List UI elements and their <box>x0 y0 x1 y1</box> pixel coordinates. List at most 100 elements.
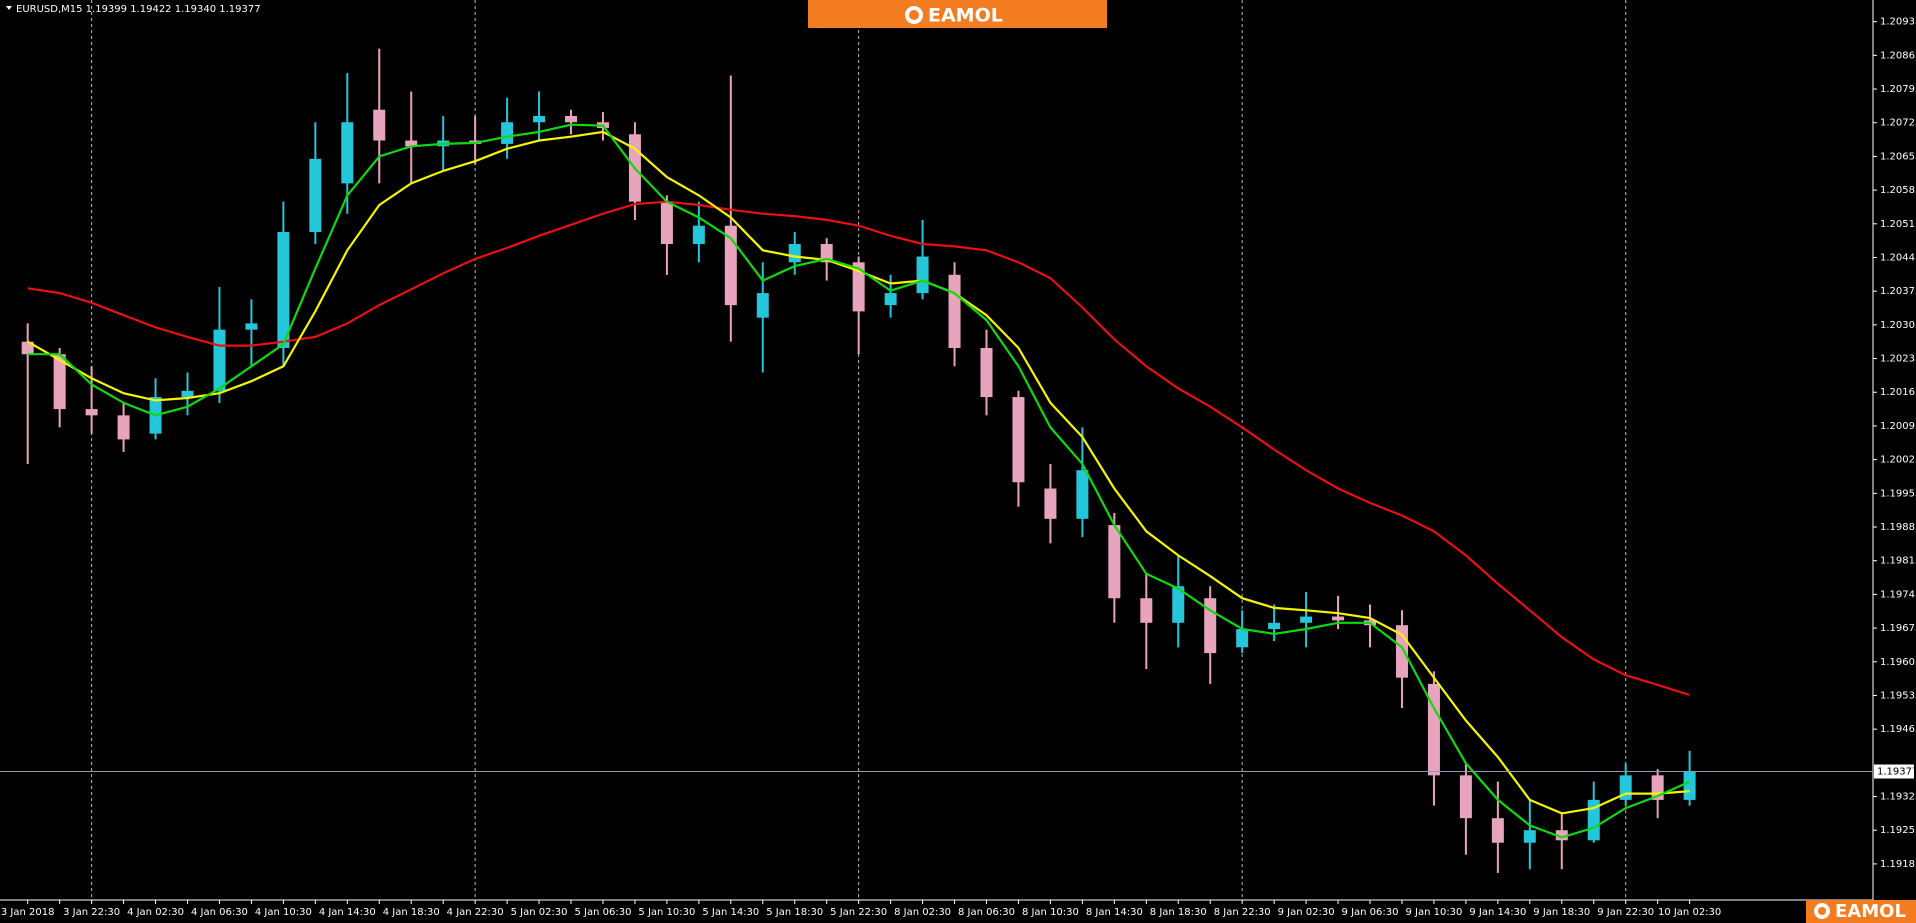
x-tick-label: 8 Jan 02:30 <box>894 907 951 918</box>
candle-body <box>117 415 130 440</box>
y-tick-label: 1.20515 <box>1880 219 1916 230</box>
candle-body <box>21 341 34 355</box>
x-tick-label: 4 Jan 14:30 <box>319 907 376 918</box>
y-tick-label: 1.20865 <box>1880 50 1916 61</box>
y-tick-label: 1.20445 <box>1880 252 1916 263</box>
x-tick-label: 5 Jan 06:30 <box>575 907 632 918</box>
last-price-label: 1.19377 <box>1877 766 1916 777</box>
candle-body <box>660 201 673 245</box>
candle-body <box>309 158 322 232</box>
x-tick-label: 8 Jan 06:30 <box>958 907 1015 918</box>
y-tick-label: 1.20025 <box>1880 455 1916 466</box>
watermark-box <box>808 0 1107 28</box>
candle-body <box>916 256 929 294</box>
y-tick-label: 1.20935 <box>1880 17 1916 28</box>
x-tick-label: 9 Jan 14:30 <box>1469 907 1526 918</box>
y-tick-label: 1.20795 <box>1880 84 1916 95</box>
candle-body <box>53 354 66 410</box>
x-tick-label: 10 Jan 02:30 <box>1658 907 1721 918</box>
candle-body <box>213 329 226 391</box>
x-tick-label: 4 Jan 02:30 <box>127 907 184 918</box>
candle-body <box>565 115 578 123</box>
x-tick-label: 5 Jan 14:30 <box>702 907 759 918</box>
x-tick-label: 8 Jan 22:30 <box>1214 907 1271 918</box>
candle-body <box>1332 616 1345 621</box>
y-tick-label: 1.19185 <box>1880 859 1916 870</box>
candle-body <box>1268 622 1281 630</box>
y-tick-label: 1.20095 <box>1880 421 1916 432</box>
y-tick-label: 1.19675 <box>1880 623 1916 634</box>
x-tick-label: 9 Jan 22:30 <box>1597 907 1654 918</box>
x-tick-label: 8 Jan 14:30 <box>1086 907 1143 918</box>
x-tick-label: 8 Jan 18:30 <box>1150 907 1207 918</box>
candle-body <box>277 231 290 348</box>
y-tick-label: 1.20725 <box>1880 118 1916 129</box>
chart-title: EURUSD,M15 1.19399 1.19422 1.19340 1.193… <box>16 4 261 15</box>
candle-body <box>1172 586 1185 623</box>
watermark-icon-bottom-inner <box>1818 907 1826 915</box>
candle-body <box>245 323 258 330</box>
x-tick-label: 9 Jan 10:30 <box>1405 907 1462 918</box>
candle-body <box>1491 818 1504 843</box>
y-tick-label: 1.19745 <box>1880 589 1916 600</box>
candle-body <box>1140 598 1153 623</box>
candle-body <box>980 347 993 398</box>
ma-line <box>27 200 1690 697</box>
candle-body <box>405 140 418 147</box>
x-tick-label: 3 Jan 22:30 <box>63 907 120 918</box>
x-tick-label: 5 Jan 22:30 <box>830 907 887 918</box>
watermark-icon-inner <box>909 10 919 20</box>
x-tick-label: 4 Jan 22:30 <box>447 907 504 918</box>
y-tick-label: 1.20235 <box>1880 354 1916 365</box>
y-tick-label: 1.19535 <box>1880 690 1916 701</box>
x-tick-label: 4 Jan 10:30 <box>255 907 312 918</box>
x-tick-label: 5 Jan 18:30 <box>766 907 823 918</box>
candle-body <box>533 115 546 123</box>
y-tick-label: 1.19955 <box>1880 488 1916 499</box>
ma-line <box>27 123 1691 839</box>
candle-body <box>1076 470 1089 519</box>
x-tick-label: 5 Jan 02:30 <box>511 907 568 918</box>
candle-body <box>1108 525 1121 599</box>
x-tick-label: 9 Jan 06:30 <box>1342 907 1399 918</box>
ma-line <box>27 130 1690 815</box>
candle-body <box>1300 616 1313 623</box>
y-tick-label: 1.19325 <box>1880 792 1916 803</box>
watermark-text-bottom: EAMOL <box>1835 901 1906 922</box>
candle-body <box>1427 683 1440 776</box>
candle-body <box>501 122 514 144</box>
x-tick-label: 9 Jan 18:30 <box>1533 907 1590 918</box>
y-tick-label: 1.20305 <box>1880 320 1916 331</box>
watermark-text: EAMOL <box>928 5 1003 27</box>
y-tick-label: 1.20375 <box>1880 286 1916 297</box>
watermark-box-bottom <box>1806 900 1916 923</box>
candle-body <box>1012 397 1025 483</box>
candle-body <box>1044 488 1057 519</box>
x-tick-label: 4 Jan 18:30 <box>383 907 440 918</box>
candle-body <box>948 274 961 348</box>
candle-body <box>852 262 865 312</box>
x-tick-label: 9 Jan 02:30 <box>1278 907 1335 918</box>
x-tick-label: 5 Jan 10:30 <box>638 907 695 918</box>
candle-body <box>1459 775 1472 819</box>
candle-body <box>341 122 354 184</box>
candle-body <box>820 244 833 263</box>
candle-body <box>756 293 769 318</box>
plot-area <box>21 48 1696 874</box>
candle-body <box>373 109 386 141</box>
menu-arrow[interactable] <box>6 6 12 10</box>
y-tick-label: 1.19255 <box>1880 825 1916 836</box>
y-tick-label: 1.20165 <box>1880 387 1916 398</box>
x-tick-label: 4 Jan 06:30 <box>191 907 248 918</box>
x-tick-label: 3 Jan 2018 <box>1 907 55 918</box>
candle-body <box>1523 830 1536 843</box>
candle-body <box>1587 799 1600 841</box>
candle-body <box>692 225 705 245</box>
candle-body <box>1236 629 1249 648</box>
candle-body <box>85 409 98 416</box>
candle-body <box>884 293 897 306</box>
candle-body <box>1555 830 1568 841</box>
candle-body <box>181 390 194 398</box>
